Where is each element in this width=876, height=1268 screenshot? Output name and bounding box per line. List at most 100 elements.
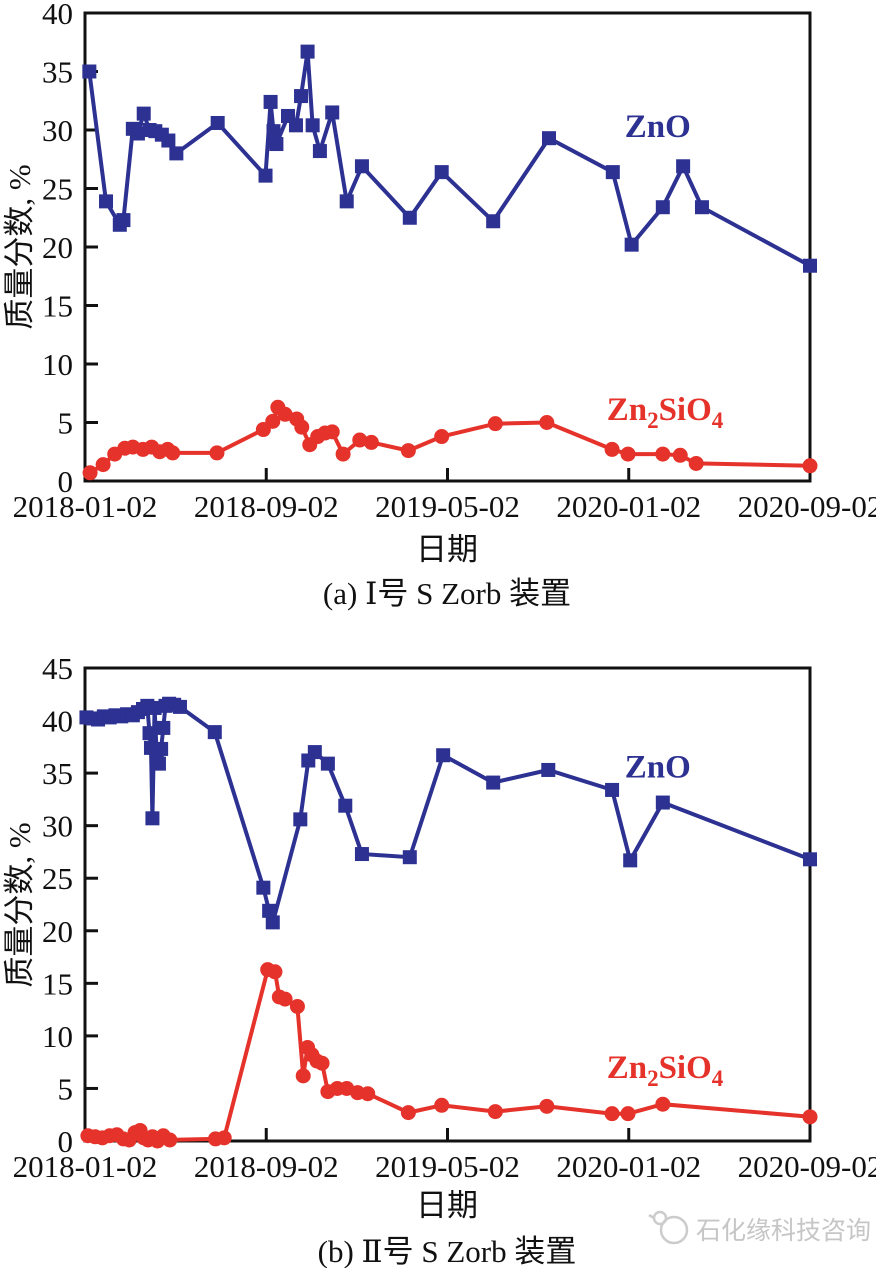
y-tick-label: 0	[58, 464, 74, 499]
data-point-marker	[620, 1106, 636, 1122]
data-point-marker	[314, 1055, 330, 1071]
data-point-marker	[147, 700, 162, 715]
data-point-marker	[265, 915, 280, 930]
data-point-marker	[486, 214, 501, 229]
chart-a-xlabel: 日期	[416, 532, 478, 567]
data-point-marker	[655, 200, 670, 215]
data-point-marker	[258, 168, 273, 183]
data-point-marker	[360, 1086, 376, 1102]
data-point-marker	[267, 964, 283, 980]
data-point-marker	[210, 115, 225, 130]
data-point-marker	[154, 741, 169, 756]
data-point-marker	[269, 137, 284, 152]
data-point-marker	[604, 441, 620, 457]
swan-logo-icon	[648, 1210, 689, 1245]
x-tick-label: 2020-09-02	[738, 1149, 876, 1184]
y-tick-label: 15	[42, 966, 73, 1001]
data-point-marker	[136, 106, 151, 121]
data-point-marker	[145, 811, 160, 826]
data-point-marker	[151, 756, 166, 771]
y-tick-label: 45	[42, 651, 73, 686]
data-point-marker	[142, 726, 157, 741]
series-label-Zn2SiO4: Zn2SiO4	[607, 392, 724, 433]
data-point-marker	[277, 991, 293, 1007]
data-point-marker	[266, 124, 281, 139]
data-point-marker	[802, 1109, 818, 1125]
data-point-marker	[672, 447, 688, 463]
data-point-marker	[363, 434, 379, 450]
data-point-marker	[624, 237, 639, 252]
data-point-marker	[324, 424, 340, 440]
series-ZnO	[79, 696, 817, 930]
y-tick-label: 30	[42, 113, 73, 148]
data-point-marker	[169, 146, 184, 161]
x-tick-label: 2018-01-02	[13, 489, 158, 524]
data-point-marker	[434, 1097, 450, 1113]
data-point-marker	[82, 465, 98, 481]
series-line	[87, 51, 811, 268]
data-point-marker	[294, 89, 309, 104]
data-point-marker	[604, 1106, 620, 1122]
data-point-marker	[305, 118, 320, 133]
x-tick-label: 2018-09-02	[194, 489, 339, 524]
data-point-marker	[338, 798, 353, 813]
series-line	[86, 701, 811, 930]
data-point-marker	[623, 853, 638, 868]
chart-b-plot: 0 5 10 15 20 25 30 35 40 45 2018-01-02 2018-09-02 20…	[13, 651, 876, 1184]
series-Zn2SiO4	[82, 399, 818, 481]
y-tick-label: 0	[58, 1124, 74, 1159]
data-point-marker	[293, 812, 308, 827]
data-point-marker	[688, 455, 704, 471]
chart-b-xlabel: 日期	[416, 1188, 478, 1223]
data-point-marker	[354, 847, 369, 862]
data-point-marker	[620, 446, 636, 462]
data-point-marker	[288, 118, 303, 133]
x-tick-label: 2018-01-02	[13, 1149, 158, 1184]
series-label-ZnO: ZnO	[625, 749, 691, 785]
y-tick-label: 20	[42, 230, 73, 265]
data-point-marker	[541, 762, 556, 777]
data-point-marker	[676, 159, 691, 174]
watermark-text: 石化缘科技咨询	[696, 1217, 871, 1245]
data-point-marker	[130, 126, 145, 141]
x-tick-label: 2019-05-02	[375, 489, 520, 524]
y-tick-label: 35	[42, 756, 73, 791]
data-point-marker	[289, 998, 305, 1014]
data-point-marker	[325, 105, 340, 120]
chart-b-caption: (b) Ⅱ号 S Zorb 装置	[318, 1234, 577, 1268]
data-point-marker	[339, 194, 354, 209]
y-tick-label: 5	[58, 1071, 74, 1106]
series-label-ZnO: ZnO	[625, 109, 691, 145]
data-point-marker	[99, 194, 114, 209]
data-point-marker	[262, 903, 277, 918]
y-tick-label: 35	[42, 55, 73, 90]
series-ZnO	[82, 44, 817, 273]
data-point-marker	[209, 445, 225, 461]
data-point-marker	[312, 144, 327, 159]
data-point-marker	[802, 458, 818, 474]
data-point-marker	[295, 1068, 311, 1084]
data-point-marker	[294, 419, 310, 435]
data-point-marker	[156, 720, 171, 735]
x-tick-label: 2018-09-02	[194, 1149, 339, 1184]
data-point-marker	[487, 416, 503, 432]
data-point-marker	[354, 159, 369, 174]
watermark: 石化缘科技咨询	[648, 1210, 871, 1245]
data-point-marker	[307, 745, 322, 760]
data-point-marker	[402, 850, 417, 865]
data-point-marker	[172, 699, 187, 714]
data-point-marker	[265, 413, 281, 429]
y-tick-label: 25	[42, 172, 73, 207]
y-tick-label: 30	[42, 809, 73, 844]
data-point-marker	[402, 210, 417, 225]
data-point-marker	[216, 1130, 232, 1146]
data-point-marker	[539, 1098, 555, 1114]
data-point-marker	[655, 1096, 671, 1112]
data-point-marker	[161, 133, 176, 148]
chart-b-ylabel: 质量分数, %	[2, 822, 37, 987]
y-tick-label: 25	[42, 861, 73, 896]
data-point-marker	[542, 131, 556, 146]
data-point-marker	[116, 213, 131, 228]
data-point-marker	[207, 725, 222, 740]
